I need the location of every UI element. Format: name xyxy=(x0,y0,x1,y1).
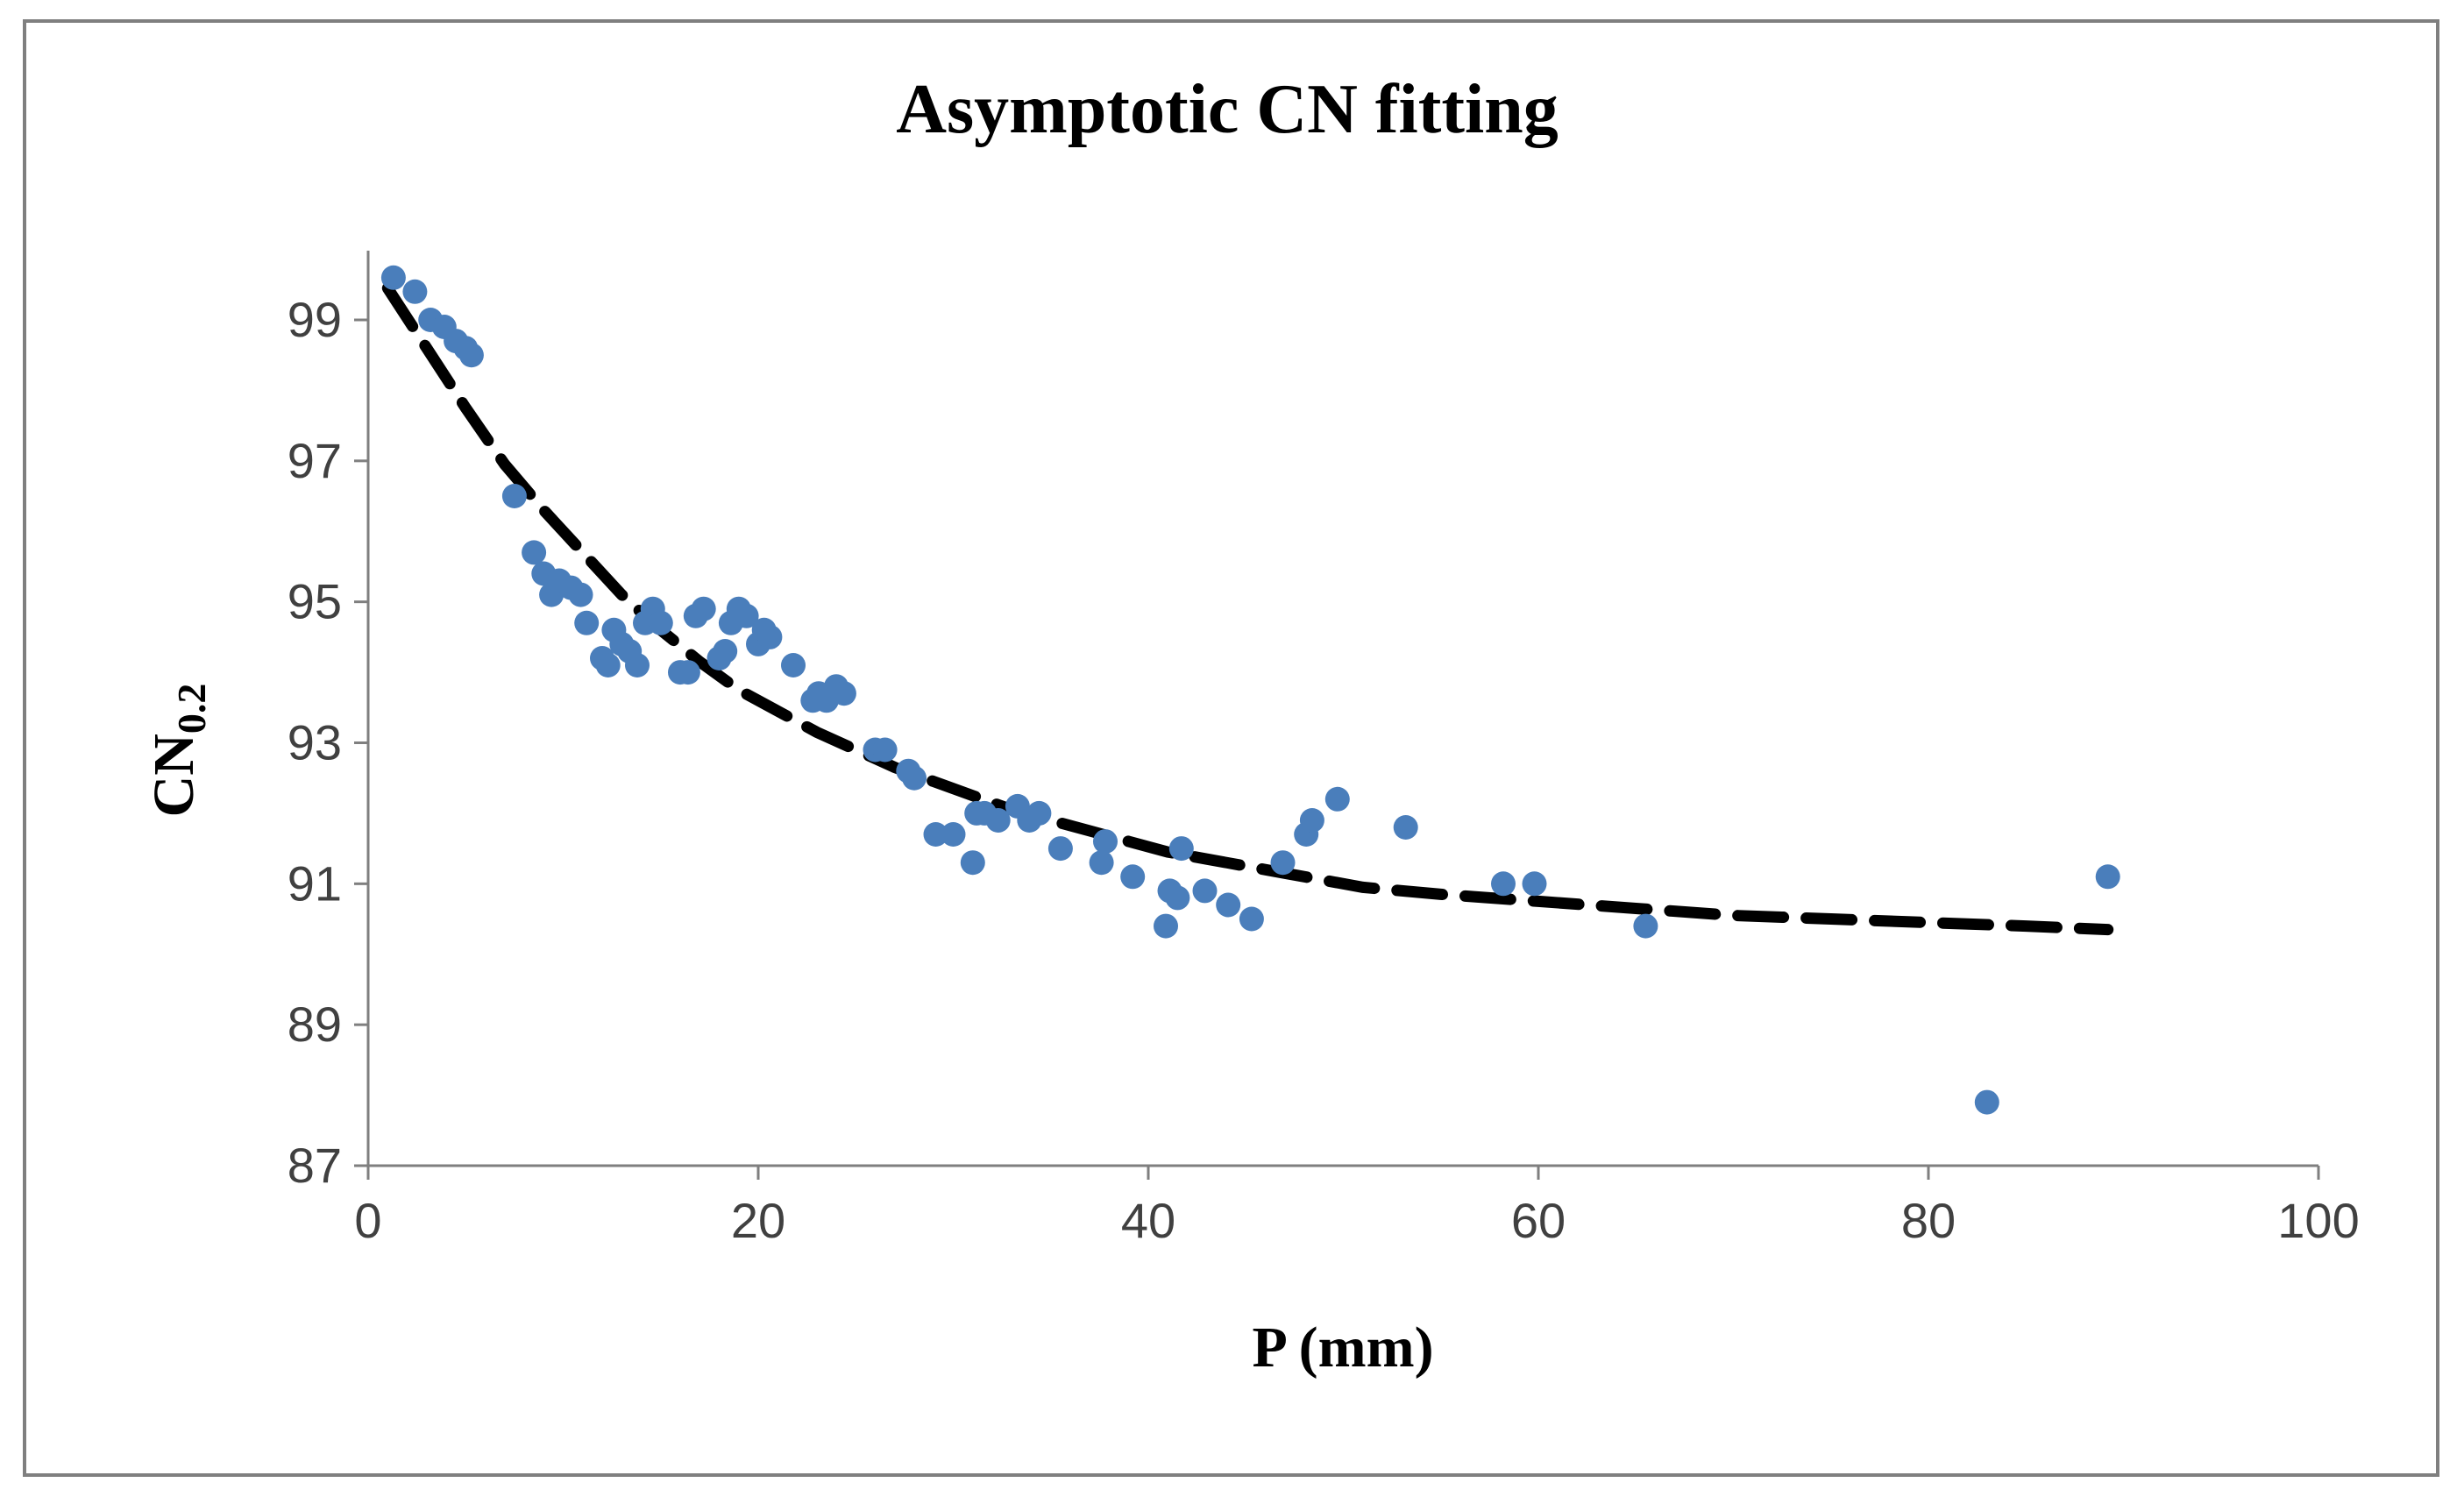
data-point xyxy=(1270,850,1296,876)
data-point xyxy=(2095,864,2120,890)
data-point xyxy=(1393,815,1418,840)
points-layer xyxy=(380,265,2120,1115)
data-point xyxy=(872,737,898,763)
chart-svg: Asymptotic CN fitting 87 89 91 93 95 97 99 0 20… xyxy=(142,71,2360,1380)
y-tick-label: 95 xyxy=(288,574,342,629)
x-axis-title: P (mm) xyxy=(1252,1316,1433,1380)
data-point xyxy=(960,850,985,876)
data-point xyxy=(1154,913,1178,939)
y-tick-label: 89 xyxy=(288,997,342,1052)
data-point xyxy=(923,822,948,847)
data-point xyxy=(574,610,600,635)
data-point xyxy=(1120,864,1146,890)
x-tick-label: 0 xyxy=(354,1193,381,1248)
y-tick-labels: 87 89 91 93 95 97 99 xyxy=(288,292,342,1193)
data-point xyxy=(781,653,806,677)
y-tick-label: 99 xyxy=(288,292,342,347)
data-point xyxy=(713,639,738,663)
chart-title: Asymptotic CN fitting xyxy=(896,71,1558,148)
data-point xyxy=(501,484,527,508)
data-point xyxy=(757,624,783,649)
data-point xyxy=(1047,836,1073,862)
y-tick-label: 87 xyxy=(288,1138,342,1193)
data-point xyxy=(1299,808,1324,833)
data-point xyxy=(1026,800,1052,826)
data-point xyxy=(568,582,593,607)
y-tick-label: 91 xyxy=(288,855,342,911)
data-point xyxy=(458,343,484,368)
x-tick-label: 60 xyxy=(1511,1193,1566,1248)
axes xyxy=(354,251,2320,1180)
data-point xyxy=(1324,786,1350,812)
data-point xyxy=(1974,1089,1999,1115)
data-point xyxy=(734,603,759,628)
data-point xyxy=(648,610,673,635)
y-axis-title-main: CN xyxy=(142,734,206,817)
chart-frame: Asymptotic CN fitting 87 89 91 93 95 97 99 0 20… xyxy=(23,19,2439,1477)
x-tick-label: 20 xyxy=(731,1193,785,1248)
y-tick-label: 97 xyxy=(288,433,342,488)
y-tick-label: 93 xyxy=(288,715,342,770)
data-point xyxy=(902,765,927,791)
data-point xyxy=(1216,892,1241,918)
data-point xyxy=(675,660,700,685)
data-point xyxy=(1165,885,1190,911)
data-point xyxy=(1093,829,1118,855)
data-point xyxy=(1633,913,1658,939)
data-point xyxy=(985,808,1011,833)
x-tick-label: 80 xyxy=(1901,1193,1956,1248)
data-point xyxy=(1168,836,1194,862)
x-tick-label: 40 xyxy=(1121,1193,1175,1248)
data-point xyxy=(831,681,856,706)
y-axis-title: CN0.2 xyxy=(142,684,214,818)
data-point xyxy=(1192,878,1218,904)
data-point xyxy=(691,596,716,621)
data-point xyxy=(625,653,650,677)
data-point xyxy=(1491,871,1516,897)
data-point xyxy=(522,540,547,565)
y-axis-title-subscript: 0.2 xyxy=(169,684,214,734)
data-point xyxy=(1522,871,1547,897)
data-point xyxy=(380,265,406,290)
data-point xyxy=(402,279,428,304)
data-point xyxy=(1239,906,1264,932)
data-point xyxy=(595,653,621,677)
x-tick-label: 100 xyxy=(2277,1193,2359,1248)
data-point xyxy=(941,822,966,847)
x-tick-labels: 0 20 40 60 80 100 xyxy=(354,1193,2359,1248)
data-point xyxy=(1089,850,1114,876)
